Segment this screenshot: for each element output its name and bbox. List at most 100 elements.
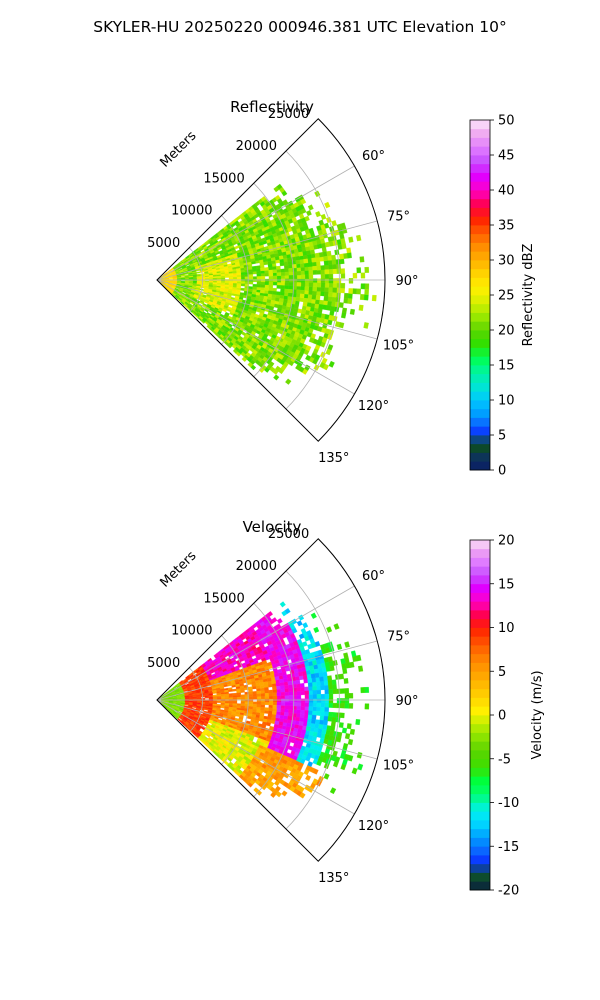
range-tick-label: 20000	[236, 559, 277, 574]
colorbar-tick-label: 5	[498, 429, 506, 444]
reflectivity-grid	[156, 118, 386, 442]
echo-cells	[286, 722, 292, 728]
colorbar-swatch	[470, 583, 490, 593]
echo-cells	[164, 280, 177, 294]
range-tick-label: 15000	[203, 171, 244, 186]
colorbar-swatch	[470, 802, 490, 812]
azimuth-tick-label: 60°	[362, 569, 385, 584]
echo-cells	[356, 654, 362, 662]
echo-cells	[327, 646, 370, 771]
azimuth-tick-label: 120°	[358, 399, 389, 414]
azimuth-spoke	[156, 585, 355, 701]
echo-cells	[319, 676, 325, 682]
echo-cells	[262, 649, 268, 655]
colorbar-tick-label: 50	[498, 114, 515, 129]
echo-cells	[320, 707, 325, 712]
colorbar-swatch	[470, 872, 490, 882]
reflectivity-frame	[156, 118, 386, 442]
echo-cells	[318, 672, 324, 678]
colorbar-swatch	[470, 601, 490, 611]
colorbar-swatch	[470, 216, 490, 226]
echo-cells	[308, 747, 318, 755]
reflectivity-range-labels: 5000 10000 15000 20000 25000	[147, 107, 309, 251]
azimuth-spoke	[156, 279, 355, 395]
azimuth-tick-label: 135°	[318, 871, 349, 886]
echo-cells	[312, 778, 319, 785]
range-tick-label: 15000	[203, 591, 244, 606]
velocity-colorbar-label: Velocity (m/s)	[530, 670, 545, 759]
echo-cells	[288, 780, 295, 787]
colorbar-swatch	[470, 618, 490, 628]
echo-cells	[288, 695, 294, 699]
colorbar-swatch	[470, 785, 490, 795]
sector-outline	[156, 538, 386, 862]
velocity-azimuth-labels: 60° 75° 90° 105° 120° 135°	[318, 569, 418, 886]
echo-cells	[160, 281, 165, 284]
colorbar-swatch	[470, 723, 490, 733]
azimuth-tick-label: 90°	[395, 274, 418, 289]
colorbar-tick-label: 10	[498, 621, 515, 636]
colorbar-swatch	[470, 820, 490, 830]
echo-cells	[216, 280, 222, 283]
echo-cells	[332, 702, 363, 759]
echo-cells	[212, 750, 218, 755]
echo-cells	[287, 680, 293, 686]
echo-cells	[287, 765, 294, 772]
echo-cells	[338, 722, 344, 728]
colorbar-swatch	[470, 207, 490, 217]
colorbar-swatch	[470, 758, 490, 768]
colorbar-swatch	[470, 330, 490, 340]
echo-cells	[350, 650, 357, 657]
echo-cells	[275, 714, 298, 737]
range-tick-label: 5000	[147, 236, 180, 251]
azimuth-spoke	[156, 699, 378, 760]
velocity-range-axis-label: Meters	[158, 548, 200, 590]
colorbar-swatch	[470, 128, 490, 138]
colorbar-swatch	[470, 653, 490, 663]
azimuth-spoke	[156, 279, 378, 340]
colorbar-swatch	[470, 251, 490, 261]
colorbar-swatch	[470, 662, 490, 672]
echo-cells	[332, 712, 361, 726]
colorbar-swatch	[470, 793, 490, 803]
colorbar-tick-label: 35	[498, 219, 515, 234]
colorbar-swatch	[470, 260, 490, 270]
echo-cells	[316, 760, 323, 767]
range-tick-label: 25000	[268, 107, 309, 122]
colorbar-tick-label: -5	[498, 752, 511, 767]
echo-cells	[276, 701, 282, 706]
echo-cells	[192, 693, 197, 696]
echo-cells	[301, 729, 307, 735]
colorbar-swatch	[470, 312, 490, 322]
echo-cells	[298, 671, 304, 677]
colorbar-tick-label: 10	[498, 394, 515, 409]
echo-cells	[292, 764, 299, 770]
echo-cells	[233, 701, 262, 726]
echo-cells	[198, 291, 300, 328]
echo-cells	[328, 702, 334, 708]
colorbar-swatch	[470, 356, 490, 366]
colorbar-swatch	[470, 645, 490, 655]
colorbar-swatch	[470, 688, 490, 698]
colorbar-swatch	[470, 155, 490, 165]
echo-cells	[194, 290, 226, 306]
echo-cells	[323, 738, 329, 745]
colorbar-swatch	[470, 146, 490, 156]
colorbar-swatch	[470, 750, 490, 760]
colorbar-swatch	[470, 741, 490, 751]
echo-cells	[304, 694, 310, 699]
colorbar-swatch	[470, 811, 490, 821]
colorbar-swatch	[470, 408, 490, 418]
echo-cells	[247, 762, 273, 790]
echo-cells	[252, 648, 258, 653]
echo-cells	[279, 678, 285, 690]
range-tick-label: 20000	[236, 139, 277, 154]
velocity-colorbar: -20 -15 -10 -5 0 5 10 15 20	[469, 534, 519, 899]
azimuth-tick-label: 105°	[383, 339, 414, 354]
echo-cells	[276, 741, 298, 752]
echo-cells	[196, 705, 201, 708]
echo-cells	[208, 742, 214, 747]
velocity-title: Velocity	[243, 518, 302, 536]
colorbar-swatch	[470, 715, 490, 725]
colorbar-swatch	[470, 373, 490, 383]
